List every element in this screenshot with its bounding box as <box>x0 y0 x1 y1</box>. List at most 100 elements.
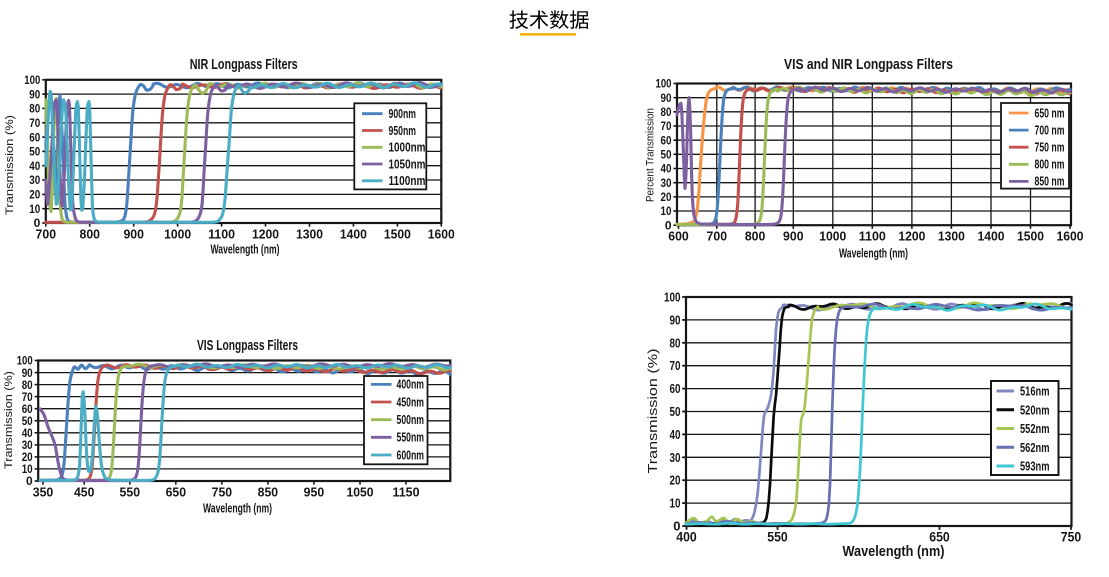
svg-text:100: 100 <box>664 290 681 305</box>
svg-text:520nm: 520nm <box>1020 402 1050 417</box>
svg-text:1100nm: 1100nm <box>389 174 426 188</box>
svg-text:1050nm: 1050nm <box>389 157 426 171</box>
svg-text:1600: 1600 <box>428 227 455 242</box>
svg-text:350: 350 <box>33 485 54 500</box>
svg-text:90: 90 <box>661 91 672 105</box>
svg-text:950nm: 950nm <box>389 124 417 138</box>
svg-text:10: 10 <box>670 496 681 511</box>
svg-text:750: 750 <box>1061 530 1082 545</box>
svg-text:650 nm: 650 nm <box>1035 106 1065 120</box>
svg-text:800: 800 <box>79 227 100 242</box>
svg-text:Transmission (%): Transmission (%) <box>4 115 16 215</box>
svg-text:0: 0 <box>34 216 41 230</box>
svg-text:0: 0 <box>26 474 33 488</box>
svg-text:30: 30 <box>670 450 681 465</box>
svg-text:1500: 1500 <box>384 227 411 242</box>
svg-text:1100: 1100 <box>208 227 235 242</box>
svg-text:550: 550 <box>767 530 788 545</box>
svg-text:80: 80 <box>22 378 33 392</box>
svg-text:70: 70 <box>22 390 33 404</box>
svg-text:30: 30 <box>661 176 672 190</box>
svg-text:750 nm: 750 nm <box>1035 141 1065 155</box>
svg-text:40: 40 <box>29 159 40 173</box>
svg-text:1000: 1000 <box>819 229 846 244</box>
svg-text:70: 70 <box>661 119 672 133</box>
svg-text:1100: 1100 <box>859 229 886 244</box>
svg-text:Percent Transmission: Percent Transmission <box>645 108 657 202</box>
svg-text:400: 400 <box>676 530 697 545</box>
svg-text:10: 10 <box>29 202 40 216</box>
svg-text:552nm: 552nm <box>1020 421 1050 436</box>
svg-text:900: 900 <box>783 229 804 244</box>
svg-text:20: 20 <box>661 190 672 204</box>
svg-text:900: 900 <box>123 227 144 242</box>
svg-text:10: 10 <box>22 462 33 476</box>
svg-text:593nm: 593nm <box>1020 459 1050 474</box>
svg-text:700: 700 <box>707 229 728 244</box>
svg-text:60: 60 <box>29 130 40 144</box>
svg-text:50: 50 <box>22 414 33 428</box>
svg-text:80: 80 <box>670 335 681 350</box>
svg-text:60: 60 <box>670 381 681 396</box>
svg-text:VIS Longpass Filters: VIS Longpass Filters <box>197 338 298 354</box>
svg-text:NIR Longpass Filters: NIR Longpass Filters <box>190 57 298 73</box>
svg-text:1200: 1200 <box>252 227 279 242</box>
svg-text:Transmission (%): Transmission (%) <box>646 349 660 474</box>
svg-text:550nm: 550nm <box>397 431 425 445</box>
svg-text:100: 100 <box>24 73 40 87</box>
svg-text:500nm: 500nm <box>397 413 425 427</box>
svg-text:90: 90 <box>670 312 681 327</box>
svg-text:1600: 1600 <box>1057 229 1084 244</box>
svg-text:50: 50 <box>670 404 681 419</box>
svg-text:70: 70 <box>29 116 40 130</box>
svg-text:600nm: 600nm <box>397 448 425 462</box>
svg-text:40: 40 <box>22 426 33 440</box>
svg-text:Wavelength (nm): Wavelength (nm) <box>839 247 908 261</box>
svg-text:750: 750 <box>212 485 233 500</box>
svg-text:700 nm: 700 nm <box>1035 123 1065 137</box>
svg-text:20: 20 <box>670 473 681 488</box>
svg-text:1200: 1200 <box>898 229 925 244</box>
svg-text:40: 40 <box>670 427 681 442</box>
svg-text:Wavelength (nm): Wavelength (nm) <box>843 544 945 560</box>
svg-text:850: 850 <box>258 485 279 500</box>
svg-text:1150: 1150 <box>393 485 420 500</box>
svg-text:80: 80 <box>29 102 40 116</box>
svg-text:550: 550 <box>120 485 141 500</box>
svg-text:70: 70 <box>670 358 681 373</box>
svg-text:1000: 1000 <box>164 227 191 242</box>
svg-text:60: 60 <box>22 402 33 416</box>
svg-text:40: 40 <box>661 162 672 176</box>
svg-text:50: 50 <box>29 145 40 159</box>
svg-text:Wavelength (nm): Wavelength (nm) <box>203 502 272 516</box>
svg-text:VIS and NIR Longpass Filters: VIS and NIR Longpass Filters <box>784 57 953 73</box>
svg-text:1000nm: 1000nm <box>389 141 426 155</box>
svg-text:562nm: 562nm <box>1020 440 1050 455</box>
svg-text:800: 800 <box>745 229 766 244</box>
svg-text:800 nm: 800 nm <box>1035 158 1065 172</box>
svg-text:0: 0 <box>665 218 672 232</box>
svg-text:1300: 1300 <box>296 227 323 242</box>
svg-text:Wavelength (nm): Wavelength (nm) <box>211 243 280 257</box>
svg-text:50: 50 <box>661 148 672 162</box>
svg-text:950: 950 <box>304 485 325 500</box>
svg-text:1400: 1400 <box>978 229 1005 244</box>
svg-text:90: 90 <box>22 366 33 380</box>
svg-text:80: 80 <box>661 105 672 119</box>
svg-text:20: 20 <box>22 450 33 464</box>
svg-text:30: 30 <box>29 173 40 187</box>
svg-text:1050: 1050 <box>346 485 373 500</box>
svg-text:650: 650 <box>929 530 950 545</box>
svg-text:10: 10 <box>661 204 672 218</box>
svg-text:850 nm: 850 nm <box>1035 175 1065 189</box>
svg-text:90: 90 <box>29 87 40 101</box>
svg-text:1400: 1400 <box>340 227 367 242</box>
svg-text:60: 60 <box>661 133 672 147</box>
svg-text:400nm: 400nm <box>397 378 425 392</box>
svg-text:100: 100 <box>17 354 33 368</box>
svg-text:450nm: 450nm <box>397 395 425 409</box>
svg-text:0: 0 <box>673 519 680 534</box>
svg-text:20: 20 <box>29 188 40 202</box>
svg-text:1500: 1500 <box>1017 229 1044 244</box>
svg-text:900nm: 900nm <box>389 107 417 121</box>
